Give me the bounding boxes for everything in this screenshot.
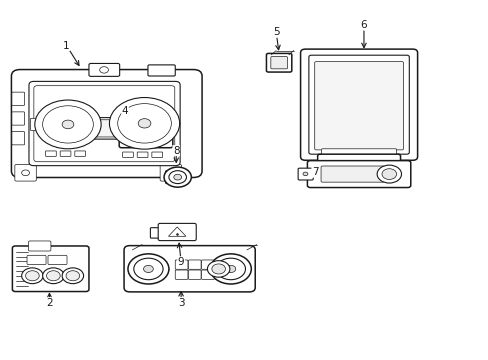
FancyBboxPatch shape bbox=[12, 92, 24, 105]
FancyBboxPatch shape bbox=[150, 228, 162, 238]
Circle shape bbox=[211, 264, 225, 274]
FancyBboxPatch shape bbox=[147, 139, 155, 144]
FancyBboxPatch shape bbox=[175, 260, 187, 269]
FancyBboxPatch shape bbox=[165, 171, 178, 184]
FancyBboxPatch shape bbox=[128, 139, 136, 144]
Text: 5: 5 bbox=[272, 27, 279, 37]
FancyBboxPatch shape bbox=[201, 260, 214, 269]
FancyBboxPatch shape bbox=[314, 62, 403, 150]
FancyBboxPatch shape bbox=[157, 139, 164, 144]
FancyBboxPatch shape bbox=[12, 132, 24, 145]
FancyBboxPatch shape bbox=[126, 122, 165, 139]
FancyBboxPatch shape bbox=[152, 152, 162, 157]
FancyBboxPatch shape bbox=[317, 154, 400, 169]
FancyBboxPatch shape bbox=[308, 55, 408, 154]
FancyBboxPatch shape bbox=[11, 69, 202, 177]
FancyBboxPatch shape bbox=[28, 241, 51, 251]
Circle shape bbox=[143, 265, 153, 273]
FancyBboxPatch shape bbox=[34, 86, 174, 162]
Circle shape bbox=[21, 170, 29, 176]
FancyBboxPatch shape bbox=[214, 260, 227, 269]
Circle shape bbox=[210, 254, 251, 284]
Polygon shape bbox=[168, 227, 185, 236]
FancyBboxPatch shape bbox=[175, 270, 187, 279]
Circle shape bbox=[381, 169, 396, 180]
Circle shape bbox=[21, 268, 43, 284]
Text: 6: 6 bbox=[360, 20, 366, 30]
FancyBboxPatch shape bbox=[60, 151, 71, 156]
Circle shape bbox=[216, 258, 245, 280]
FancyBboxPatch shape bbox=[75, 151, 85, 156]
FancyBboxPatch shape bbox=[27, 255, 46, 265]
FancyBboxPatch shape bbox=[188, 260, 201, 269]
FancyBboxPatch shape bbox=[12, 246, 89, 292]
Text: 7: 7 bbox=[311, 167, 318, 177]
FancyBboxPatch shape bbox=[188, 270, 201, 279]
Text: 9: 9 bbox=[178, 257, 184, 267]
Circle shape bbox=[25, 271, 39, 281]
FancyBboxPatch shape bbox=[137, 152, 148, 157]
FancyBboxPatch shape bbox=[160, 165, 181, 181]
Circle shape bbox=[118, 104, 171, 143]
FancyBboxPatch shape bbox=[298, 168, 313, 180]
Circle shape bbox=[376, 165, 401, 183]
FancyBboxPatch shape bbox=[89, 63, 120, 76]
FancyBboxPatch shape bbox=[29, 81, 180, 166]
FancyBboxPatch shape bbox=[124, 246, 255, 292]
FancyBboxPatch shape bbox=[201, 270, 214, 279]
FancyBboxPatch shape bbox=[15, 165, 36, 181]
FancyBboxPatch shape bbox=[158, 224, 196, 240]
Text: 1: 1 bbox=[63, 41, 70, 50]
FancyBboxPatch shape bbox=[307, 161, 410, 188]
Circle shape bbox=[100, 67, 108, 73]
FancyBboxPatch shape bbox=[12, 112, 24, 125]
Circle shape bbox=[166, 170, 174, 176]
FancyBboxPatch shape bbox=[321, 166, 384, 182]
FancyBboxPatch shape bbox=[266, 53, 291, 72]
FancyBboxPatch shape bbox=[45, 151, 56, 156]
Circle shape bbox=[163, 167, 191, 187]
Text: 3: 3 bbox=[178, 298, 184, 308]
FancyBboxPatch shape bbox=[48, 255, 67, 265]
FancyBboxPatch shape bbox=[87, 120, 122, 137]
FancyBboxPatch shape bbox=[30, 118, 41, 131]
FancyBboxPatch shape bbox=[84, 118, 124, 139]
FancyBboxPatch shape bbox=[122, 152, 133, 157]
Circle shape bbox=[128, 254, 168, 284]
FancyBboxPatch shape bbox=[270, 57, 287, 69]
FancyBboxPatch shape bbox=[214, 270, 227, 279]
Circle shape bbox=[109, 98, 179, 149]
FancyBboxPatch shape bbox=[300, 49, 417, 160]
FancyBboxPatch shape bbox=[138, 139, 145, 144]
FancyBboxPatch shape bbox=[148, 65, 175, 76]
Circle shape bbox=[62, 120, 74, 129]
Circle shape bbox=[134, 258, 163, 280]
Circle shape bbox=[303, 172, 307, 176]
Circle shape bbox=[66, 271, 80, 281]
Circle shape bbox=[62, 268, 83, 284]
Text: 2: 2 bbox=[46, 298, 53, 308]
FancyBboxPatch shape bbox=[321, 149, 396, 154]
Circle shape bbox=[168, 171, 186, 184]
Circle shape bbox=[207, 261, 229, 277]
FancyBboxPatch shape bbox=[119, 117, 172, 148]
Circle shape bbox=[138, 119, 151, 128]
Text: 4: 4 bbox=[122, 106, 128, 116]
Circle shape bbox=[42, 268, 64, 284]
Circle shape bbox=[46, 271, 60, 281]
Circle shape bbox=[35, 100, 101, 149]
Circle shape bbox=[173, 174, 181, 180]
Circle shape bbox=[225, 265, 235, 273]
Circle shape bbox=[42, 106, 93, 143]
Text: 8: 8 bbox=[173, 145, 179, 156]
